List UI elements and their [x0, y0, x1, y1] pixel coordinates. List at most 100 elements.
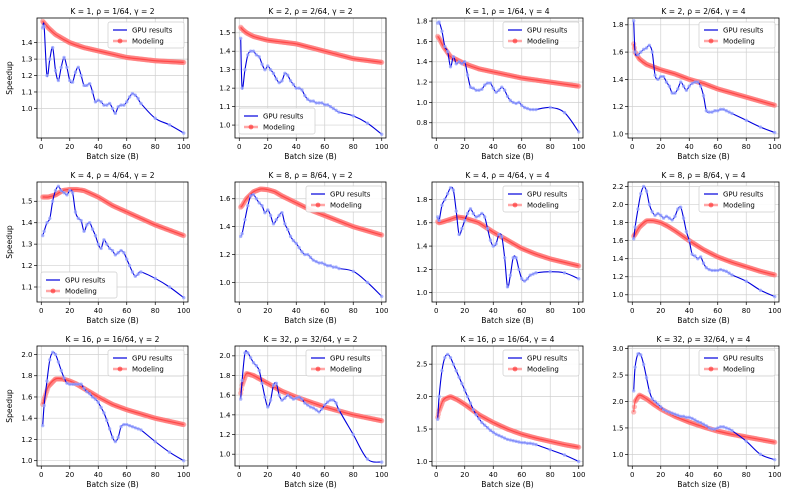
gpu-point [283, 396, 287, 400]
gpu-point [517, 440, 521, 444]
x-tick-label: 80 [349, 307, 358, 315]
gpu-point [268, 398, 273, 402]
x-tick-label: 40 [94, 307, 103, 315]
y-tick-label: 1.8 [612, 21, 623, 29]
gpu-point [491, 86, 495, 90]
y-tick-label: 1.3 [21, 55, 32, 63]
y-tick-label: 1.6 [219, 195, 231, 203]
gpu-point [73, 210, 78, 214]
gpu-point [436, 215, 440, 219]
gpu-point [644, 376, 649, 380]
gpu-point [93, 233, 98, 238]
gpu-point [314, 101, 318, 105]
x-axis-label: Batch size (B) [86, 152, 139, 161]
gpu-point [448, 65, 453, 69]
gpu-point [718, 267, 723, 272]
gpu-point [351, 269, 355, 273]
gpu-point [534, 271, 538, 275]
gpu-point [328, 398, 333, 402]
gpu-point [105, 242, 109, 246]
gpu-point [707, 110, 711, 114]
gpu-point [297, 395, 301, 399]
y-tick-label: 1.4 [21, 415, 33, 423]
gpu-point [96, 242, 100, 246]
gpu-point [724, 269, 728, 274]
legend-gpu-label: GPU results [330, 355, 371, 363]
gpu-point [639, 50, 643, 54]
gpu-point [474, 215, 478, 219]
gpu-point [85, 223, 89, 227]
legend-modeling-marker [315, 366, 321, 372]
gpu-point [53, 352, 58, 357]
x-axis-label: Batch size (B) [677, 152, 730, 161]
x-tick-label: 20 [65, 307, 74, 315]
legend-gpu-label: GPU results [527, 191, 568, 199]
gpu-point [116, 435, 120, 440]
gpu-point [119, 248, 123, 253]
legend: GPU results Modeling [698, 349, 776, 377]
gpu-point [673, 412, 677, 416]
legend-modeling-marker [50, 288, 56, 294]
gpu-point [239, 397, 243, 401]
gpu-point [670, 91, 674, 95]
gpu-point [485, 426, 490, 430]
gpu-point [707, 267, 711, 272]
gpu-point [704, 424, 709, 428]
gpu-point [337, 110, 341, 114]
gpu-point [676, 207, 680, 211]
legend-modeling-label: Modeling [330, 366, 362, 374]
legend-gpu-label: GPU results [723, 27, 764, 35]
series-gpu-results [436, 352, 581, 464]
gpu-point [297, 245, 301, 250]
gpu-point [102, 238, 106, 242]
modeling-line [633, 219, 775, 276]
legend-modeling-label: Modeling [132, 366, 164, 374]
legend-modeling-label: Modeling [527, 202, 559, 210]
gpu-point [334, 401, 338, 405]
gpu-point [718, 425, 723, 429]
gpu-point [457, 60, 461, 64]
gpu-point [463, 60, 467, 64]
gpu-point [525, 441, 530, 445]
gpu-point [684, 88, 689, 92]
gpu-point [300, 88, 304, 92]
gpu-point [704, 109, 709, 113]
gpu-point [500, 435, 504, 439]
y-tick-label: 1.4 [21, 219, 33, 227]
legend-modeling-marker [708, 38, 714, 44]
gpu-point [454, 62, 458, 66]
gpu-point [744, 118, 748, 122]
gpu-point [511, 256, 515, 260]
gpu-point [443, 197, 447, 202]
gpu-point [684, 229, 689, 234]
x-tick-label: 100 [177, 143, 190, 151]
series-modeling [435, 393, 582, 450]
gpu-point [291, 238, 296, 243]
gpu-point [317, 261, 321, 265]
series-gpu-results [41, 22, 186, 135]
gpu-point [127, 423, 132, 428]
gpu-point [647, 389, 652, 393]
gpu-point [62, 376, 66, 380]
modeling-line [240, 372, 382, 422]
x-axis-label: Batch size (B) [677, 316, 730, 325]
gpu-point [88, 392, 92, 396]
gpu-point [681, 216, 686, 220]
gpu-point [266, 405, 270, 409]
plot-frame [234, 181, 387, 303]
gpu-point [274, 217, 279, 222]
x-tick-label: 100 [768, 471, 781, 479]
y-tick-label: 1.2 [612, 273, 623, 281]
gpu-point [113, 111, 118, 116]
legend: GPU results Modeling [502, 21, 580, 49]
series-group [238, 24, 385, 137]
series-group [631, 19, 778, 135]
x-tick-label: 40 [489, 307, 498, 315]
x-tick-label: 40 [94, 143, 103, 151]
gpu-point [79, 218, 83, 223]
gpu-point [673, 214, 677, 218]
x-tick-label: 100 [572, 471, 585, 479]
gpu-point [331, 398, 335, 402]
x-tick-label: 60 [320, 471, 329, 479]
legend-gpu-label: GPU results [132, 355, 173, 363]
